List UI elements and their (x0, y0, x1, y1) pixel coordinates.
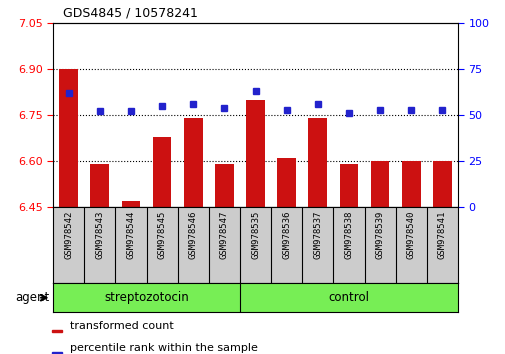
Text: GSM978537: GSM978537 (313, 211, 322, 259)
Bar (432, 161, 451, 207)
Text: GDS4845 / 10578241: GDS4845 / 10578241 (63, 6, 198, 19)
Text: GSM978545: GSM978545 (157, 211, 166, 259)
Bar (153, 137, 171, 207)
Bar (215, 164, 233, 207)
Text: agent: agent (15, 291, 49, 304)
Text: control: control (328, 291, 369, 304)
Bar (52, 330, 62, 332)
Bar (90, 164, 109, 207)
Bar (370, 161, 389, 207)
Text: GSM978539: GSM978539 (375, 211, 384, 259)
Bar (246, 100, 264, 207)
Text: GSM978542: GSM978542 (64, 211, 73, 259)
Bar (339, 164, 358, 207)
Bar (277, 158, 295, 207)
Bar (121, 201, 140, 207)
Text: GSM978543: GSM978543 (95, 211, 104, 259)
Text: GSM978535: GSM978535 (250, 211, 260, 259)
Text: transformed count: transformed count (70, 321, 174, 331)
Text: GSM978546: GSM978546 (188, 211, 197, 259)
Text: GSM978544: GSM978544 (126, 211, 135, 259)
Bar (401, 161, 420, 207)
Text: GSM978538: GSM978538 (344, 211, 353, 259)
Text: streptozotocin: streptozotocin (104, 291, 188, 304)
Bar (59, 69, 78, 207)
Text: GSM978540: GSM978540 (406, 211, 415, 259)
Text: percentile rank within the sample: percentile rank within the sample (70, 343, 258, 353)
Text: GSM978547: GSM978547 (220, 211, 228, 259)
Bar (183, 118, 202, 207)
Bar (308, 118, 327, 207)
Bar (52, 352, 62, 354)
Text: GSM978536: GSM978536 (282, 211, 290, 259)
Text: GSM978541: GSM978541 (437, 211, 446, 259)
